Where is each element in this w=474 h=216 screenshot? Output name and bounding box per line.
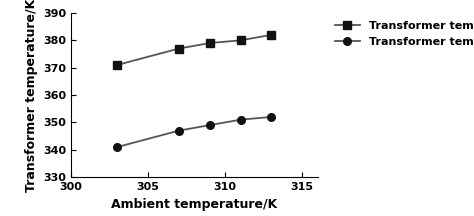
Line: Transformer temperature maximum: Transformer temperature maximum [113, 31, 275, 69]
X-axis label: Ambient temperature/K: Ambient temperature/K [111, 198, 277, 211]
Transformer temperature minimum [238, 118, 244, 121]
Transformer temperature minimum [115, 146, 120, 148]
Transformer temperature maximum [238, 39, 244, 42]
Transformer temperature maximum [115, 64, 120, 66]
Y-axis label: Transformer temperature/K: Transformer temperature/K [25, 0, 37, 192]
Transformer temperature minimum [207, 124, 213, 126]
Transformer temperature maximum [176, 47, 182, 50]
Transformer temperature minimum [176, 129, 182, 132]
Transformer temperature minimum [269, 116, 274, 118]
Transformer temperature maximum [207, 42, 213, 44]
Transformer temperature maximum [269, 33, 274, 36]
Legend: Transformer temperature maximum, Transformer temperature minimum: Transformer temperature maximum, Transfo… [333, 19, 474, 49]
Line: Transformer temperature minimum: Transformer temperature minimum [113, 113, 275, 151]
